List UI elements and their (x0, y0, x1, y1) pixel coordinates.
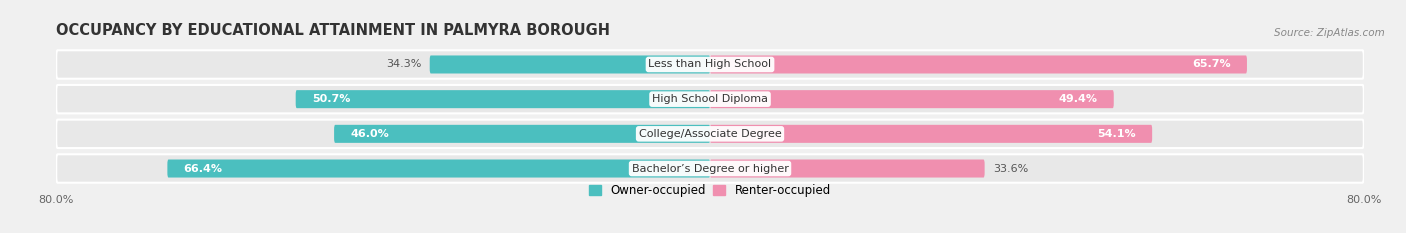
FancyBboxPatch shape (295, 90, 710, 108)
FancyBboxPatch shape (710, 55, 1247, 73)
Text: 54.1%: 54.1% (1097, 129, 1136, 139)
FancyBboxPatch shape (167, 160, 710, 178)
FancyBboxPatch shape (56, 85, 1364, 113)
Text: 50.7%: 50.7% (312, 94, 350, 104)
FancyBboxPatch shape (335, 125, 710, 143)
Text: 66.4%: 66.4% (184, 164, 222, 174)
Text: Less than High School: Less than High School (648, 59, 772, 69)
FancyBboxPatch shape (710, 160, 984, 178)
Text: OCCUPANCY BY EDUCATIONAL ATTAINMENT IN PALMYRA BOROUGH: OCCUPANCY BY EDUCATIONAL ATTAINMENT IN P… (56, 24, 610, 38)
Text: College/Associate Degree: College/Associate Degree (638, 129, 782, 139)
FancyBboxPatch shape (710, 90, 1114, 108)
Text: 46.0%: 46.0% (350, 129, 389, 139)
Legend: Owner-occupied, Renter-occupied: Owner-occupied, Renter-occupied (589, 184, 831, 197)
Text: Source: ZipAtlas.com: Source: ZipAtlas.com (1274, 28, 1385, 38)
FancyBboxPatch shape (56, 120, 1364, 148)
FancyBboxPatch shape (56, 50, 1364, 79)
Text: 34.3%: 34.3% (387, 59, 422, 69)
FancyBboxPatch shape (56, 154, 1364, 183)
Text: 33.6%: 33.6% (993, 164, 1028, 174)
Text: 65.7%: 65.7% (1192, 59, 1230, 69)
Text: 49.4%: 49.4% (1059, 94, 1098, 104)
Text: Bachelor’s Degree or higher: Bachelor’s Degree or higher (631, 164, 789, 174)
FancyBboxPatch shape (710, 125, 1152, 143)
FancyBboxPatch shape (430, 55, 710, 73)
Text: High School Diploma: High School Diploma (652, 94, 768, 104)
